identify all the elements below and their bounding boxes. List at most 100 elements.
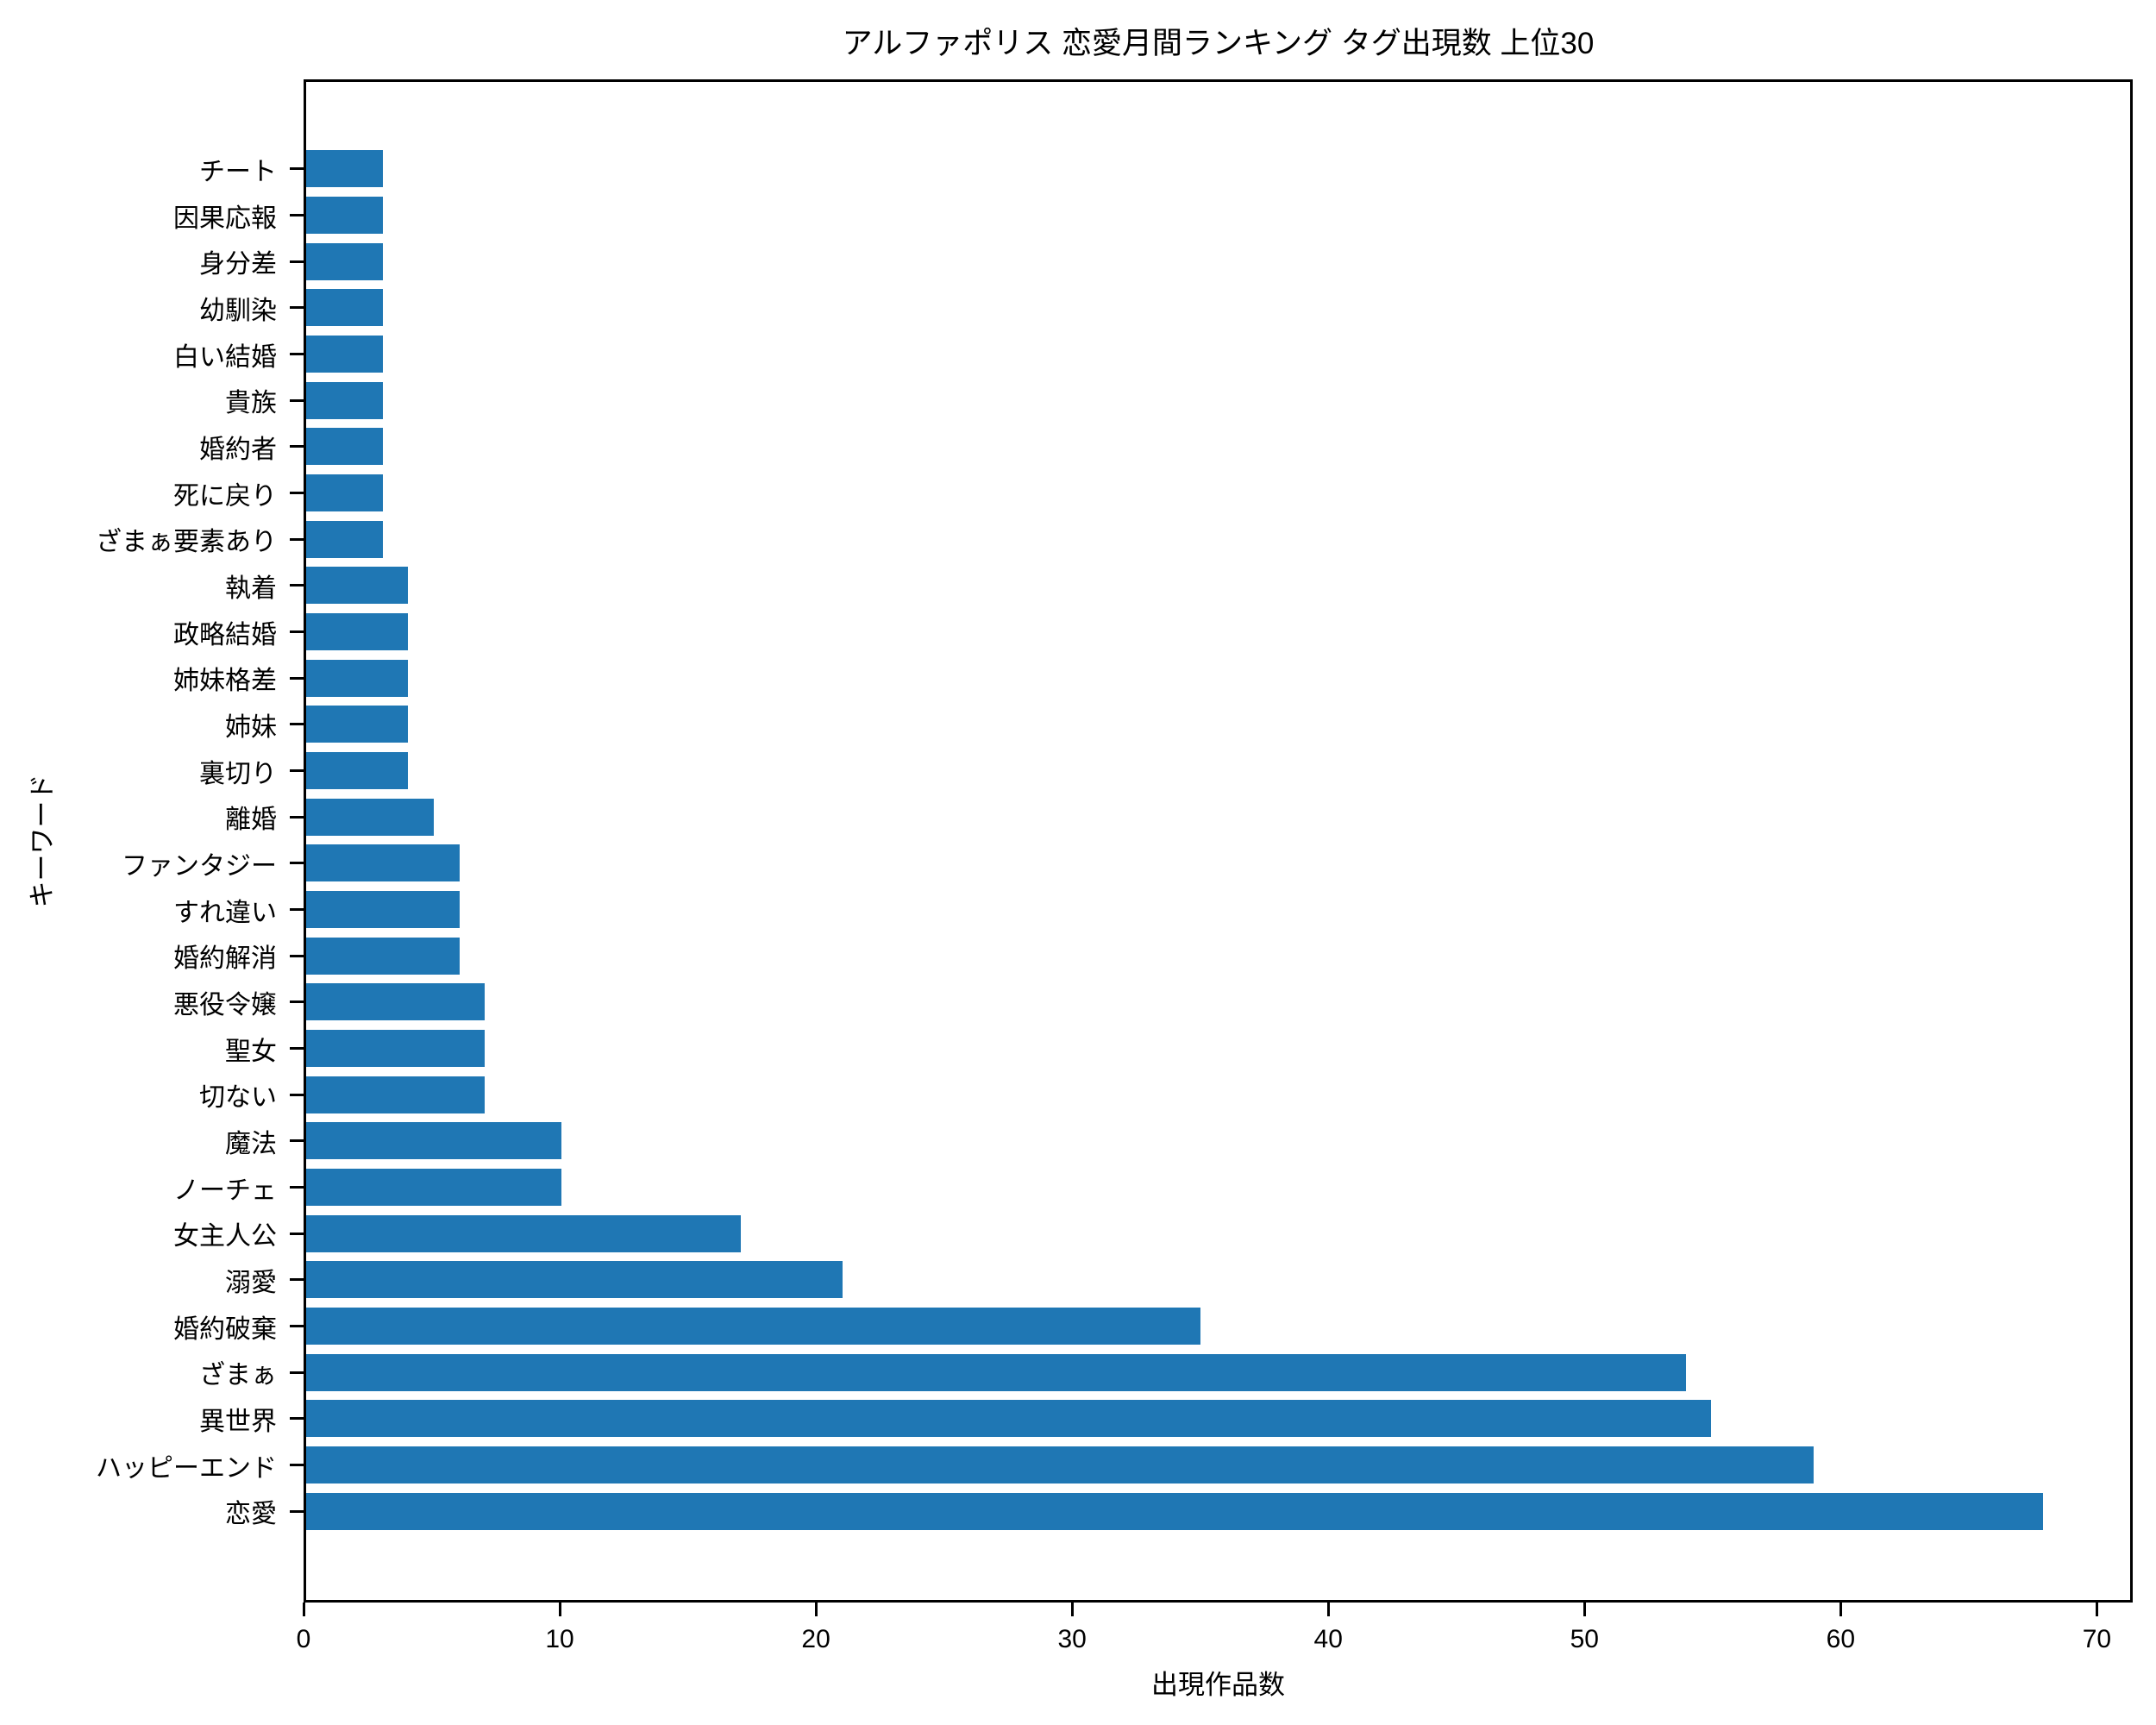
y-tick-label: 溺愛 [225,1268,277,1297]
bar-row: 女主人公 [173,1210,2130,1257]
bar [306,289,383,327]
x-tick-label: 10 [545,1625,574,1653]
bar-row: 死に戻り [173,470,2130,517]
y-tick-label: 異世界 [199,1407,277,1436]
x-tick-mark [1839,1603,1842,1616]
x-tick-mark [1326,1603,1330,1616]
x-tick-label: 30 [1057,1625,1087,1653]
bar-row: 魔法 [225,1118,2130,1164]
x-tick-label: 20 [801,1625,830,1653]
bar [306,1169,562,1207]
y-tick-mark [290,1464,304,1467]
bar-row: ざまぁ要素あり [96,516,2130,562]
y-tick-label: 執着 [225,574,277,603]
bar-row: 婚約破棄 [173,1303,2130,1350]
bar-row: ファンタジー [122,840,2130,887]
bar-row: 姉妹格差 [173,655,2130,701]
bar-row: 政略結婚 [173,609,2130,656]
y-tick-label: 婚約者 [199,435,277,464]
bar-row: 離婚 [225,794,2130,840]
y-tick-label: 魔法 [225,1129,277,1158]
y-tick-label: 婚約破棄 [173,1314,277,1344]
y-tick-mark [290,1139,304,1143]
bar-row: 裏切り [199,748,2130,794]
bar [306,197,383,234]
x-tick-label: 60 [1826,1625,1856,1653]
y-tick-label: 白い結婚 [173,342,277,372]
y-tick-label: チート [199,157,277,186]
bar-row: 姉妹 [225,701,2130,748]
bar-row: 悪役令嬢 [173,979,2130,1026]
y-tick-label: 死に戻り [173,481,277,511]
y-tick-mark [290,1325,304,1328]
bar [306,1400,1712,1438]
y-tick-label: 婚約解消 [173,944,277,974]
x-tick-mark [1583,1603,1586,1616]
y-tick-mark [290,353,304,356]
y-tick-mark [290,723,304,726]
y-tick-mark [290,167,304,171]
y-tick-mark [290,676,304,680]
y-tick-mark [290,214,304,216]
bar [306,474,383,512]
bar [306,428,383,466]
y-tick-mark [290,1000,304,1004]
y-tick-mark [290,537,304,541]
bar [306,706,409,743]
bar-row: 異世界 [199,1396,2130,1442]
y-tick-mark [290,815,304,819]
y-tick-label: 姉妹格差 [173,667,277,696]
y-tick-mark [290,398,304,402]
bar-row: ざまぁ [199,1349,2130,1396]
bar-row: 聖女 [225,1026,2130,1072]
bar [306,1030,486,1068]
y-axis-label: キーワード [27,774,58,908]
y-tick-label: 悪役令嬢 [173,990,277,1019]
bar [306,150,383,188]
bar-row: 貴族 [225,377,2130,423]
y-tick-label: 因果応報 [173,204,277,233]
bar [306,844,460,882]
x-axis-label: 出現作品数 [1151,1670,1285,1700]
y-tick-mark [290,1509,304,1513]
y-tick-mark [290,306,304,310]
bar-row: 婚約解消 [173,932,2130,979]
bar-row: 執着 [225,562,2130,609]
bar-row: チート [199,146,2130,192]
bar [306,381,383,419]
bar [306,1214,741,1252]
y-tick-mark [290,445,304,448]
y-tick-label: 聖女 [225,1037,277,1066]
y-tick-label: ざまぁ [199,1361,277,1390]
x-tick-mark [302,1603,305,1616]
y-tick-label: 女主人公 [173,1222,277,1251]
bar [306,242,383,280]
plot-area: チート 因果応報 身分差 幼馴染 白い結婚 貴族 婚約者 死に戻り ざまぁ要素あり 執着 政略結婚姉… [96,79,2133,1603]
bar-row: すれ違い [173,887,2130,933]
y-tick-mark [290,862,304,865]
bar [306,752,409,790]
y-tick-mark [290,584,304,587]
x-tick-mark [814,1603,818,1616]
bar-row: 婚約者 [199,423,2130,470]
x-tick-label: 70 [2082,1625,2112,1653]
bar [306,1492,2044,1530]
x-tick-label: 40 [1313,1625,1343,1653]
x-tick-mark [2095,1603,2098,1616]
y-tick-mark [290,630,304,634]
y-tick-label: ファンタジー [122,851,277,881]
bar-row: 恋愛 [225,1488,2130,1534]
bar [306,567,409,605]
y-tick-mark [290,492,304,495]
y-tick-mark [290,908,304,912]
y-tick-mark [290,1186,304,1189]
y-tick-label: 身分差 [199,250,277,279]
bar-row: 身分差 [199,238,2130,285]
bar-row: 切ない [199,1071,2130,1118]
chart-title: アルファポリス 恋愛月間ランキング タグ出現数 上位30 [842,27,1595,60]
bar [306,983,486,1021]
bar [306,1446,1814,1484]
bar-row: ハッピーエンド [96,1442,2130,1489]
bar [306,891,460,929]
